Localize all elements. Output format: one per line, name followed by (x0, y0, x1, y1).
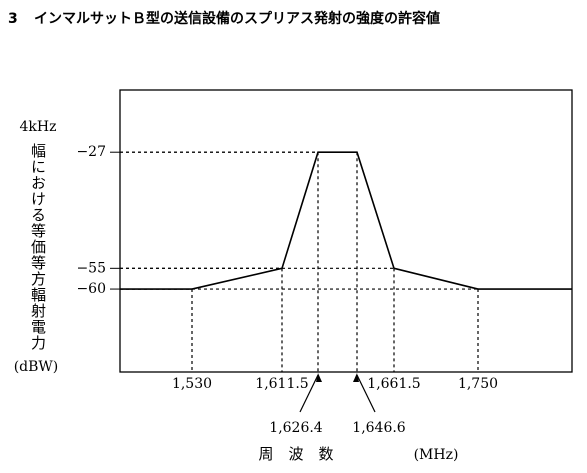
y-label-unit: (dBW) (14, 359, 59, 375)
x-tick-arrow (299, 374, 319, 413)
x-tick-label: 1,611.5 (255, 376, 308, 392)
x-tick-label: 1,646.6 (352, 420, 406, 436)
x-tick-label: 1,530 (172, 376, 212, 392)
x-label: 周 波 数 (258, 445, 333, 463)
x-tick-label: 1,750 (458, 376, 498, 392)
x-tick-label: 1,626.4 (269, 420, 323, 436)
x-tick-label: 1,661.5 (367, 376, 420, 392)
y-label: 幅における等価等方輻射電力 (29, 143, 47, 351)
y-label-top: 4kHz (20, 119, 57, 135)
x-tick-arrow (356, 374, 376, 413)
y-tick-label: −55 (76, 260, 106, 276)
y-tick-label: −27 (76, 144, 106, 160)
mask-line (191, 151, 479, 290)
x-tick-arrowhead (316, 373, 322, 382)
chart-title: インマルサットＢ型の送信設備のスプリアス発射の強度の許容値 (34, 10, 440, 27)
plot-frame (119, 89, 573, 373)
y-tick-label: −60 (76, 281, 106, 297)
section-number: 3 (8, 11, 18, 27)
x-unit: (MHz) (414, 447, 459, 463)
x-tick-arrowhead (353, 373, 359, 382)
